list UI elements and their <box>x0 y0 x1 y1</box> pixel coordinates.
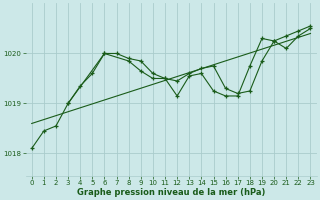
X-axis label: Graphe pression niveau de la mer (hPa): Graphe pression niveau de la mer (hPa) <box>77 188 265 197</box>
